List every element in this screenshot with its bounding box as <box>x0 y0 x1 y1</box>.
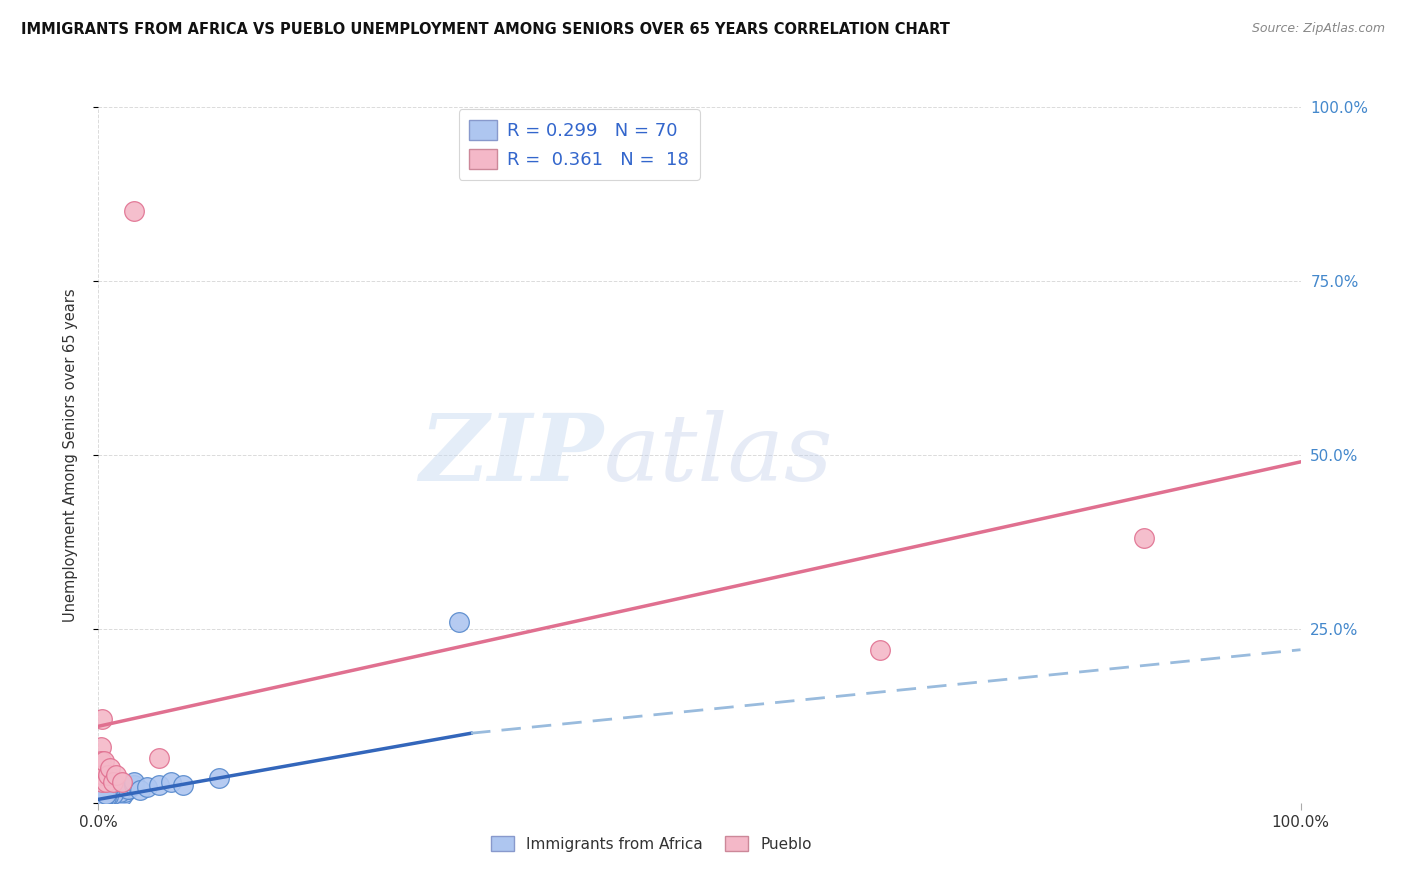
Point <box>90 791 112 805</box>
Point <box>97 789 120 803</box>
Point <box>89 792 111 806</box>
Point <box>100 761 122 775</box>
Point <box>91 791 114 805</box>
Point <box>93 754 115 768</box>
Point <box>129 783 152 797</box>
Point <box>91 791 114 805</box>
Point <box>90 793 112 807</box>
Point <box>94 790 117 805</box>
Point <box>91 785 114 799</box>
Point <box>124 778 146 792</box>
Text: atlas: atlas <box>603 410 832 500</box>
Point <box>105 783 128 797</box>
Point <box>89 761 111 775</box>
Text: Source: ZipAtlas.com: Source: ZipAtlas.com <box>1251 22 1385 36</box>
Point <box>90 740 112 755</box>
Point <box>89 793 111 807</box>
Point <box>101 785 124 799</box>
Point <box>89 794 111 808</box>
Point <box>89 794 111 808</box>
Point <box>90 792 112 806</box>
Point <box>89 790 111 805</box>
Point <box>111 789 134 803</box>
Point <box>97 785 120 799</box>
Point <box>90 791 112 805</box>
Point <box>89 791 111 805</box>
Point <box>91 793 114 807</box>
Point <box>869 642 891 657</box>
Point <box>91 712 114 726</box>
Point <box>117 781 139 796</box>
Point <box>135 780 157 795</box>
Point <box>89 768 111 782</box>
Point <box>93 791 115 805</box>
Point <box>94 775 117 789</box>
Point <box>105 778 128 792</box>
Point <box>124 204 146 219</box>
Point <box>90 788 112 802</box>
Point <box>91 792 114 806</box>
Text: IMMIGRANTS FROM AFRICA VS PUEBLO UNEMPLOYMENT AMONG SENIORS OVER 65 YEARS CORREL: IMMIGRANTS FROM AFRICA VS PUEBLO UNEMPLO… <box>21 22 950 37</box>
Point <box>108 785 131 799</box>
Text: ZIP: ZIP <box>419 410 603 500</box>
Point <box>208 772 231 786</box>
Point <box>447 615 470 629</box>
Point <box>89 791 111 805</box>
Point <box>91 789 114 803</box>
Point <box>124 775 146 789</box>
Point <box>96 789 118 803</box>
Point <box>91 789 114 803</box>
Point <box>90 790 112 805</box>
Point <box>93 789 115 803</box>
Legend: Immigrants from Africa, Pueblo: Immigrants from Africa, Pueblo <box>485 830 818 858</box>
Point <box>100 788 122 802</box>
Point <box>89 793 111 807</box>
Point <box>91 775 114 789</box>
Point <box>90 791 112 805</box>
Point <box>148 778 170 792</box>
Point <box>111 775 134 789</box>
Point <box>90 792 112 806</box>
Point <box>93 790 115 805</box>
Point <box>159 775 181 789</box>
Point <box>101 788 124 802</box>
Point <box>1133 532 1156 546</box>
Point <box>101 775 124 789</box>
Point <box>89 794 111 808</box>
Point <box>89 794 111 808</box>
Point <box>90 794 112 808</box>
Point <box>148 750 170 764</box>
Point <box>91 790 114 805</box>
Point <box>97 768 120 782</box>
Point <box>91 791 114 805</box>
Point <box>89 794 111 808</box>
Point <box>117 781 139 796</box>
Point <box>89 789 111 803</box>
Point <box>90 754 112 768</box>
Point <box>89 792 111 806</box>
Point <box>91 792 114 806</box>
Point <box>91 790 114 805</box>
Point <box>114 785 136 799</box>
Point <box>98 790 121 805</box>
Point <box>108 788 131 802</box>
Point <box>91 789 114 804</box>
Point <box>172 778 194 792</box>
Point <box>94 788 117 802</box>
Point <box>91 768 114 782</box>
Point <box>94 788 117 802</box>
Y-axis label: Unemployment Among Seniors over 65 years: Unemployment Among Seniors over 65 years <box>63 288 77 622</box>
Point <box>91 792 114 806</box>
Point <box>89 789 111 803</box>
Point <box>90 791 112 805</box>
Point <box>90 794 112 808</box>
Point <box>105 768 128 782</box>
Point <box>91 788 114 802</box>
Point <box>100 789 122 803</box>
